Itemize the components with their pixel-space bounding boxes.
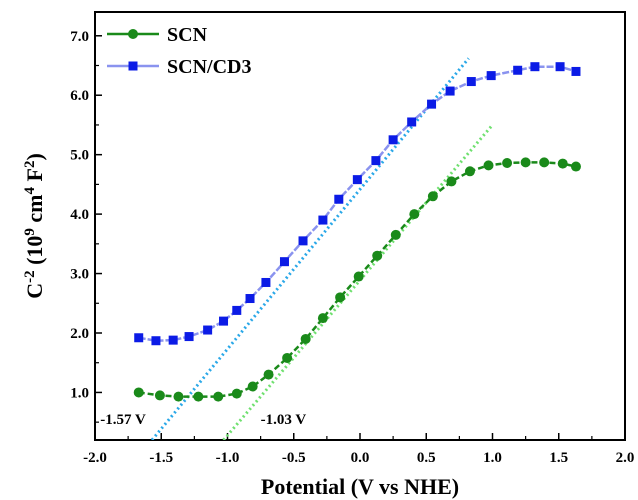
y-tick-label: 2.0 [70,326,89,342]
fit-line-2 [222,123,494,440]
annotation-label: -1.57 V [100,412,146,428]
data-point [334,194,344,204]
data-point [390,229,401,240]
data-point [279,257,289,267]
data-point [502,157,513,168]
y-label-end: ) [22,153,47,160]
data-point [213,391,224,402]
y-label-mid3: F [22,168,47,187]
y-tick-label: 3.0 [70,267,89,283]
data-point [317,313,328,324]
data-point [318,215,328,225]
data-point [219,316,229,326]
data-point [203,325,213,335]
data-point [483,160,494,171]
x-tick-label: -1.5 [149,450,173,466]
data-point [371,156,381,166]
annotation-label: -1.03 V [261,412,307,428]
x-tick-label: -2.0 [83,450,107,466]
y-label-sup2: 9 [22,228,38,236]
data-point [263,369,274,380]
x-tick-label: 2.0 [616,450,635,466]
data-point [282,352,293,363]
data-point [445,86,455,96]
data-point [427,191,438,202]
y-tick-label: 6.0 [70,88,89,104]
y-label-sup1: -2 [22,270,38,283]
data-point [427,99,437,109]
x-tick-label: -0.5 [282,450,306,466]
x-tick-label: -1.0 [216,450,240,466]
data-point [184,332,194,342]
data-point [530,62,540,72]
data-point [151,336,161,346]
x-tick-label: 1.5 [549,450,568,466]
y-label-mid: (10 [22,236,47,271]
data-point [173,391,184,402]
x-axis-label: Potential (V vs NHE) [261,474,459,499]
data-point [446,176,457,187]
data-point [335,292,346,303]
data-point [245,294,255,304]
data-point [168,335,178,345]
y-tick-label: 5.0 [70,148,89,164]
data-point [372,250,383,261]
data-point [300,333,311,344]
y-label-main: C [22,283,47,299]
data-point [261,277,271,287]
data-point [486,71,496,81]
y-tick-label: 4.0 [70,207,89,223]
data-point [193,391,204,402]
data-point [466,77,476,87]
data-point [388,135,398,145]
data-point [409,209,420,220]
legend-marker [128,29,138,39]
data-point [571,66,581,76]
series-line-scn-cd3 [138,65,577,342]
x-tick-label: 0.0 [351,450,370,466]
data-point [352,175,362,185]
data-point [520,157,531,168]
x-tick-label: 0.5 [417,450,436,466]
y-label-sup4: 2 [22,161,38,169]
data-point [513,65,523,75]
y-tick-label: 7.0 [70,29,89,45]
data-point [555,62,565,72]
data-point [464,166,475,177]
y-label-mid2: cm [22,194,47,228]
data-point [133,387,144,398]
data-point [247,381,258,392]
legend-label: SCN/CD3 [167,56,251,78]
data-point [298,236,308,246]
y-tick-label: 1.0 [70,385,89,401]
y-axis-label: C-2 (109 cm4 F2) [22,153,47,299]
data-point [539,157,550,168]
x-tick-label: 1.0 [483,450,502,466]
legend-label: SCN [167,24,208,46]
data-point [407,117,417,127]
plot-area: -2.0 -1.5 -1.0 -0.5 0.0 0.5 1.0 1.5 2.0 1.0 2.0 3.0… [70,11,635,466]
fit-line-1 [150,57,470,440]
legend-marker [128,61,138,71]
data-point [154,390,165,401]
data-point [231,388,242,399]
data-point [232,305,242,315]
y-label-sup3: 4 [22,186,38,194]
data-point [134,333,144,343]
data-point [570,161,581,172]
data-point [353,271,364,282]
data-point [557,158,568,169]
